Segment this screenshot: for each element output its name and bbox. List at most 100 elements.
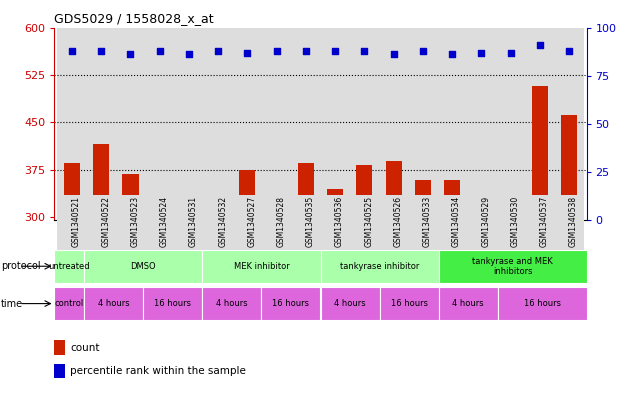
- Bar: [233, 28, 262, 220]
- Point: [96, 48, 106, 54]
- Point: [126, 51, 136, 58]
- Bar: [174, 195, 204, 250]
- Text: GSM1340533: GSM1340533: [423, 196, 432, 248]
- Point: [242, 50, 253, 56]
- Bar: [58, 28, 87, 220]
- Bar: [262, 195, 291, 250]
- Text: tankyrase and MEK
inhibitors: tankyrase and MEK inhibitors: [472, 257, 553, 276]
- Text: GSM1340535: GSM1340535: [306, 196, 315, 248]
- Bar: [320, 287, 379, 320]
- Bar: [93, 144, 110, 393]
- Bar: [385, 162, 402, 393]
- Bar: [438, 250, 587, 283]
- Point: [476, 50, 487, 56]
- Point: [447, 51, 457, 58]
- Bar: [64, 163, 80, 393]
- Point: [184, 51, 194, 58]
- Text: control: control: [54, 299, 84, 308]
- Bar: [87, 28, 116, 220]
- Text: 4 hours: 4 hours: [334, 299, 366, 308]
- Point: [564, 48, 574, 54]
- Point: [67, 48, 77, 54]
- Text: MEK inhibitor: MEK inhibitor: [233, 262, 289, 271]
- Bar: [87, 195, 116, 250]
- Bar: [503, 206, 519, 393]
- Text: GSM1340531: GSM1340531: [189, 196, 198, 247]
- Text: tankyrase inhibitor: tankyrase inhibitor: [340, 262, 419, 271]
- Text: GSM1340537: GSM1340537: [540, 196, 549, 248]
- Bar: [498, 287, 587, 320]
- Text: GSM1340530: GSM1340530: [510, 196, 519, 248]
- Bar: [233, 195, 262, 250]
- Bar: [262, 287, 320, 320]
- Point: [505, 50, 515, 56]
- Bar: [379, 195, 408, 250]
- Text: GSM1340521: GSM1340521: [72, 196, 81, 247]
- Bar: [54, 364, 65, 378]
- Text: GSM1340524: GSM1340524: [160, 196, 169, 247]
- Text: percentile rank within the sample: percentile rank within the sample: [71, 366, 246, 376]
- Text: GSM1340523: GSM1340523: [131, 196, 140, 247]
- Text: 16 hours: 16 hours: [154, 299, 191, 308]
- Text: GSM1340526: GSM1340526: [394, 196, 403, 247]
- Bar: [116, 28, 145, 220]
- Point: [388, 51, 399, 58]
- Bar: [203, 250, 320, 283]
- Bar: [496, 28, 525, 220]
- Text: 4 hours: 4 hours: [98, 299, 129, 308]
- Bar: [408, 195, 437, 250]
- Bar: [174, 28, 204, 220]
- Bar: [496, 195, 525, 250]
- Text: 16 hours: 16 hours: [524, 299, 561, 308]
- Bar: [415, 180, 431, 393]
- Bar: [379, 28, 408, 220]
- Bar: [84, 250, 203, 283]
- Point: [301, 48, 311, 54]
- Bar: [291, 28, 320, 220]
- Text: GSM1340534: GSM1340534: [452, 196, 461, 248]
- Point: [359, 48, 369, 54]
- Text: time: time: [1, 299, 23, 309]
- Bar: [291, 195, 320, 250]
- Bar: [116, 195, 145, 250]
- Text: 16 hours: 16 hours: [272, 299, 310, 308]
- Bar: [269, 207, 285, 393]
- Bar: [467, 28, 496, 220]
- Bar: [438, 287, 498, 320]
- Bar: [444, 180, 460, 393]
- Text: GSM1340529: GSM1340529: [481, 196, 490, 247]
- Bar: [525, 195, 554, 250]
- Text: 4 hours: 4 hours: [453, 299, 484, 308]
- Bar: [181, 198, 197, 393]
- Bar: [467, 195, 496, 250]
- Bar: [327, 189, 343, 393]
- Bar: [525, 28, 554, 220]
- Bar: [356, 165, 372, 393]
- Bar: [437, 195, 467, 250]
- Bar: [145, 28, 174, 220]
- Bar: [204, 28, 233, 220]
- Bar: [473, 206, 489, 393]
- Bar: [320, 250, 438, 283]
- Point: [213, 48, 223, 54]
- Text: protocol: protocol: [1, 261, 40, 271]
- Bar: [84, 287, 143, 320]
- Bar: [54, 340, 65, 355]
- Bar: [437, 28, 467, 220]
- Text: GSM1340538: GSM1340538: [569, 196, 578, 247]
- Text: 16 hours: 16 hours: [390, 299, 428, 308]
- Text: GSM1340522: GSM1340522: [101, 196, 110, 247]
- Bar: [239, 169, 256, 393]
- Bar: [408, 28, 437, 220]
- Bar: [379, 287, 438, 320]
- Bar: [298, 163, 314, 393]
- Bar: [554, 28, 583, 220]
- Bar: [561, 115, 577, 393]
- Point: [272, 48, 282, 54]
- Text: GSM1340525: GSM1340525: [364, 196, 373, 247]
- Bar: [54, 287, 84, 320]
- Bar: [554, 195, 583, 250]
- Bar: [152, 206, 168, 393]
- Bar: [531, 86, 548, 393]
- Text: GSM1340536: GSM1340536: [335, 196, 344, 248]
